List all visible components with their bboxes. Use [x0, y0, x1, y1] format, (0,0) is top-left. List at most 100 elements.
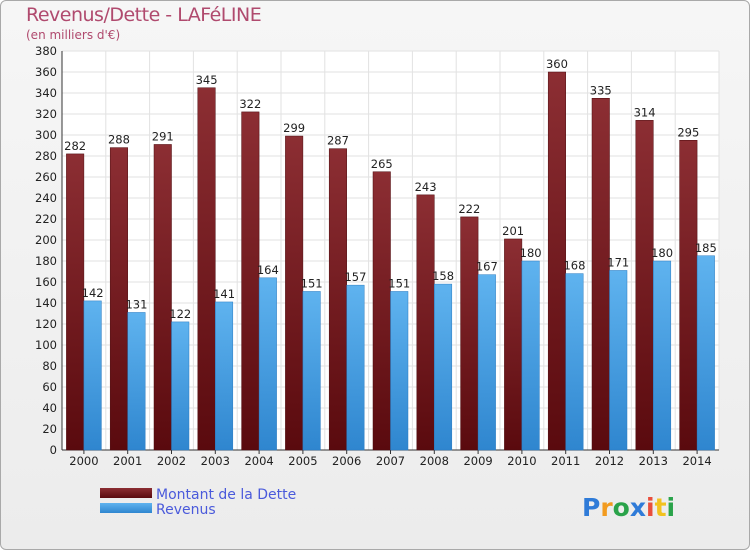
- value-label-dette: 345: [196, 73, 218, 87]
- logo-letter: P: [582, 493, 600, 522]
- value-label-dette: 360: [546, 57, 568, 71]
- x-tick-label: 2010: [507, 454, 536, 468]
- bar-revenus: [258, 277, 277, 451]
- value-label-revenus: 185: [695, 241, 717, 255]
- y-tick-label: 240: [35, 191, 57, 205]
- logo-text: Proxiti: [582, 493, 675, 522]
- x-tick-label: 2007: [376, 454, 405, 468]
- logo-letter: o: [613, 493, 630, 522]
- y-tick-label: 220: [35, 212, 57, 226]
- bar-dette: [416, 194, 435, 451]
- value-label-dette: 288: [108, 133, 130, 147]
- bar-dette: [109, 147, 128, 451]
- value-label-revenus: 158: [432, 269, 454, 283]
- bar-dette: [635, 120, 654, 451]
- x-tick-label: 2004: [244, 454, 273, 468]
- value-label-revenus: 167: [476, 260, 498, 274]
- value-label-revenus: 180: [651, 246, 673, 260]
- value-label-dette: 291: [152, 129, 174, 143]
- bar-dette: [460, 216, 479, 451]
- x-tick-label: 2014: [682, 454, 711, 468]
- value-label-revenus: 168: [563, 259, 585, 273]
- value-label-revenus: 131: [125, 297, 147, 311]
- value-label-dette: 243: [415, 180, 437, 194]
- bar-dette: [197, 87, 216, 451]
- y-tick-label: 40: [42, 401, 57, 415]
- bar-dette: [328, 148, 347, 451]
- legend-swatch-revenus: [100, 503, 152, 513]
- chart-subtitle: (en milliers d'€): [26, 28, 121, 42]
- bar-dette: [66, 153, 85, 451]
- bar-revenus: [302, 291, 321, 451]
- y-tick-label: 180: [35, 254, 57, 268]
- bar-revenus: [434, 283, 453, 451]
- proxiti-logo: Proxiti: [582, 493, 675, 522]
- legend-label-revenus: Revenus: [156, 502, 216, 518]
- x-tick-label: 2012: [595, 454, 624, 468]
- legend: Montant de la Dette Revenus: [100, 487, 296, 518]
- y-tick-label: 140: [35, 296, 57, 310]
- axes: 0 20 40 60 80 100 120 140 160 180 200 220 240 260 280 3…: [35, 44, 719, 468]
- legend-swatch-debt: [100, 488, 152, 498]
- y-tick-label: 320: [35, 107, 57, 121]
- y-tick-label: 160: [35, 275, 57, 289]
- y-tick-label: 100: [35, 338, 57, 352]
- value-label-revenus: 164: [257, 263, 279, 277]
- y-tick-label: 360: [35, 65, 57, 79]
- bar-revenus: [215, 301, 234, 451]
- bar-revenus: [83, 300, 102, 451]
- value-label-dette: 265: [371, 157, 393, 171]
- y-tick-label: 260: [35, 170, 57, 184]
- x-tick-label: 2011: [551, 454, 580, 468]
- bar-revenus: [477, 274, 496, 451]
- value-label-revenus: 171: [607, 255, 629, 269]
- bar-revenus: [127, 312, 146, 451]
- bar-revenus: [653, 260, 672, 451]
- bar-dette: [504, 238, 523, 451]
- y-tick-label: 300: [35, 128, 57, 142]
- y-tick-label: 340: [35, 86, 57, 100]
- x-tick-label: 2003: [201, 454, 230, 468]
- bar-revenus: [565, 273, 584, 451]
- bar-revenus: [696, 255, 715, 451]
- value-label-revenus: 157: [344, 270, 366, 284]
- bar-dette: [547, 71, 566, 451]
- bar-dette: [153, 144, 172, 451]
- bar-dette: [679, 140, 698, 451]
- value-label-dette: 314: [634, 105, 656, 119]
- x-tick-label: 2005: [288, 454, 317, 468]
- value-label-dette: 287: [327, 134, 349, 148]
- y-tick-label: 60: [42, 380, 57, 394]
- y-tick-label: 80: [42, 359, 57, 373]
- logo-letter: i: [667, 493, 676, 522]
- logo-letter: r: [600, 493, 613, 522]
- y-tick-label: 0: [50, 443, 57, 457]
- x-tick-label: 2009: [463, 454, 492, 468]
- logo-letter: i: [646, 493, 655, 522]
- bar-dette: [241, 111, 260, 451]
- bar-dette: [372, 171, 391, 451]
- bar-revenus: [390, 291, 409, 451]
- x-tick-label: 2001: [113, 454, 142, 468]
- y-tick-label: 280: [35, 149, 57, 163]
- chart-title: Revenus/Dette - LAFéLINE: [26, 4, 262, 26]
- y-tick-label: 120: [35, 317, 57, 331]
- bar-dette: [591, 98, 610, 451]
- logo-letter: t: [655, 493, 667, 522]
- x-tick-label: 2013: [639, 454, 668, 468]
- labels: 282 142 288 131 291 122 345 141 322 164 299 151 287 1…: [64, 57, 717, 321]
- x-tick-label: 2000: [69, 454, 98, 468]
- bar-dette: [285, 135, 304, 451]
- y-tick-label: 380: [35, 44, 57, 58]
- value-label-dette: 295: [677, 125, 699, 139]
- value-label-dette: 222: [458, 202, 480, 216]
- value-label-dette: 322: [239, 97, 261, 111]
- x-tick-label: 2002: [157, 454, 186, 468]
- legend-label-debt: Montant de la Dette: [156, 487, 296, 503]
- x-tick-label: 2008: [420, 454, 449, 468]
- value-label-revenus: 141: [213, 287, 235, 301]
- value-label-dette: 299: [283, 121, 305, 135]
- value-label-revenus: 151: [388, 276, 410, 290]
- value-label-revenus: 142: [82, 286, 104, 300]
